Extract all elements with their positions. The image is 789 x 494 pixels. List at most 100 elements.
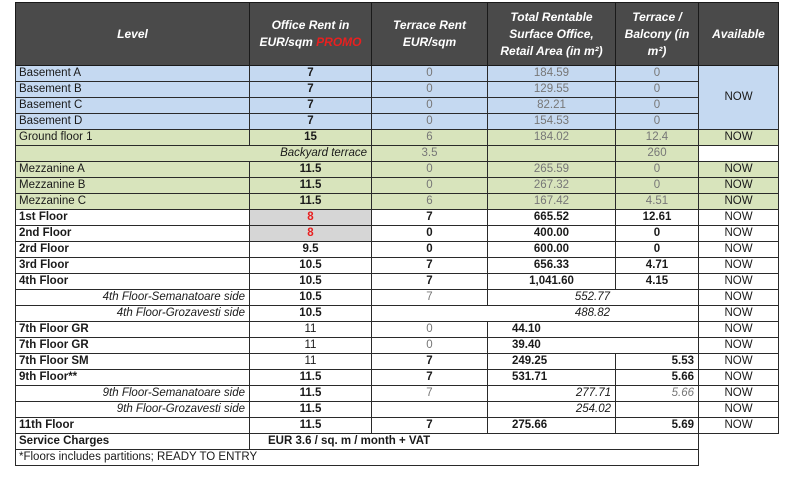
level-cell: Mezzanine A bbox=[15, 161, 250, 178]
terrace-rent-cell: 7 bbox=[371, 369, 488, 386]
terrace-rent-cell: 0 bbox=[371, 321, 488, 338]
office-rent-cell: 15 bbox=[249, 129, 372, 146]
balcony-cell: 4.51 bbox=[615, 193, 699, 210]
office-rent-cell: 11.5 bbox=[249, 193, 372, 210]
table-row: Backyard terrace 3.5 260 bbox=[15, 145, 779, 162]
level-cell: 7th Floor GR bbox=[15, 321, 250, 338]
surface-cell: 277.71 bbox=[487, 385, 616, 402]
surface-cell: 531.71 bbox=[487, 369, 616, 386]
table-row: Basement C 7 0 82.21 0 bbox=[15, 97, 779, 114]
balcony-cell: 0 bbox=[615, 81, 699, 98]
header-terrace-rent: Terrace Rent EUR/sqm bbox=[371, 2, 488, 66]
availability-cell: NOW bbox=[698, 337, 779, 354]
surface-cell: 154.53 bbox=[487, 113, 616, 130]
office-rent-cell: 11.5 bbox=[249, 161, 372, 178]
level-cell: 3rd Floor bbox=[15, 257, 250, 274]
service-charges-label: Service Charges bbox=[15, 433, 250, 450]
balcony-cell: 5.53 bbox=[615, 353, 699, 370]
availability-cell: NOW bbox=[698, 161, 779, 178]
level-cell: Basement A bbox=[15, 65, 250, 82]
availability-cell: NOW bbox=[698, 193, 779, 210]
table-row: Ground floor 1 15 6 184.02 12.4 NOW bbox=[15, 129, 779, 146]
office-rent-cell: 11 bbox=[249, 337, 372, 354]
office-rent-cell: 8 bbox=[249, 225, 372, 242]
availability-cell: NOW bbox=[698, 225, 779, 242]
office-rent-cell: 7 bbox=[249, 65, 372, 82]
terrace-rent-cell: 0 bbox=[371, 81, 488, 98]
terrace-rent-cell: 0 bbox=[371, 337, 488, 354]
footnote: *Floors includes partitions; READY TO EN… bbox=[15, 449, 699, 466]
availability-cell: NOW bbox=[698, 305, 779, 322]
surface-cell: 39.40 bbox=[487, 337, 699, 354]
level-cell: 11th Floor bbox=[15, 417, 250, 434]
office-rent-cell: 9.5 bbox=[249, 241, 372, 258]
terrace-rent-cell: 0 bbox=[371, 97, 488, 114]
balcony-cell: 12.61 bbox=[615, 209, 699, 226]
level-cell: Mezzanine C bbox=[15, 193, 250, 210]
terrace-rent-cell: 7 bbox=[371, 209, 488, 226]
level-cell: Backyard terrace bbox=[15, 145, 372, 162]
terrace-rent-cell: 7 bbox=[371, 417, 488, 434]
balcony-cell: 0 bbox=[615, 161, 699, 178]
surface-cell: 265.59 bbox=[487, 161, 616, 178]
table-row: 4th Floor-Grozavesti side 10.5 488.82 NO… bbox=[15, 305, 779, 322]
level-cell: 9th Floor-Semanatoare side bbox=[15, 385, 250, 402]
table-row: 7th Floor GR 11 0 39.40 NOW bbox=[15, 337, 779, 354]
table-row: 4th Floor 10.5 7 1,041.60 4.15 NOW bbox=[15, 273, 779, 290]
office-rent-cell: 11.5 bbox=[249, 369, 372, 386]
level-cell: 9th Floor** bbox=[15, 369, 250, 386]
level-cell: 4th Floor-Semanatoare side bbox=[15, 289, 250, 306]
balcony-cell bbox=[615, 401, 699, 418]
terrace-rent-cell: 7 bbox=[371, 273, 488, 290]
office-rent-cell: 8 bbox=[249, 209, 372, 226]
surface-cell: 184.59 bbox=[487, 65, 616, 82]
availability-cell: NOW bbox=[698, 321, 779, 338]
surface-cell: 275.66 bbox=[487, 417, 616, 434]
table-row: Mezzanine C 11.5 6 167.42 4.51 NOW bbox=[15, 193, 779, 210]
availability-cell: NOW bbox=[698, 273, 779, 290]
level-cell: Basement D bbox=[15, 113, 250, 130]
level-cell: 2nd Floor bbox=[15, 225, 250, 242]
level-cell: Basement C bbox=[15, 97, 250, 114]
surface-cell: 665.52 bbox=[487, 209, 616, 226]
balcony-cell: 4.71 bbox=[615, 257, 699, 274]
empty-cell bbox=[698, 449, 779, 466]
promo-label: PROMO bbox=[316, 35, 362, 49]
table-row: 2rd Floor 9.5 0 600.00 0 NOW bbox=[15, 241, 779, 258]
surface-cell: 267.32 bbox=[487, 177, 616, 194]
office-rent-cell: 10.5 bbox=[249, 289, 372, 306]
availability-cell: NOW bbox=[698, 417, 779, 434]
surface-cell: 82.21 bbox=[487, 97, 616, 114]
balcony-cell: 260 bbox=[615, 145, 699, 162]
level-cell: 7th Floor GR bbox=[15, 337, 250, 354]
office-rent-cell: 10.5 bbox=[249, 257, 372, 274]
terrace-rent-cell: 7 bbox=[371, 385, 488, 402]
balcony-cell: 5.66 bbox=[615, 385, 699, 402]
terrace-rent-cell: 0 bbox=[371, 241, 488, 258]
office-rent-cell: 10.5 bbox=[249, 305, 372, 322]
availability-cell: NOW bbox=[698, 209, 779, 226]
surface-cell: 656.33 bbox=[487, 257, 616, 274]
footnote-row: *Floors includes partitions; READY TO EN… bbox=[15, 449, 779, 466]
table-row: Basement D 7 0 154.53 0 bbox=[15, 113, 779, 130]
table-row: 11th Floor 11.5 7 275.66 5.69 NOW bbox=[15, 417, 779, 434]
header-office-rent: Office Rent in EUR/sqm PROMO bbox=[249, 2, 372, 66]
surface-cell: 400.00 bbox=[487, 225, 616, 242]
terrace-rent-cell: 0 bbox=[371, 177, 488, 194]
table-row: Mezzanine A 11.5 0 265.59 0 NOW bbox=[15, 161, 779, 178]
surface-cell: 254.02 bbox=[487, 401, 616, 418]
availability-cell: NOW bbox=[698, 241, 779, 258]
surface-cell: 1,041.60 bbox=[487, 273, 616, 290]
availability-cell: NOW bbox=[698, 177, 779, 194]
balcony-cell: 0 bbox=[615, 65, 699, 82]
level-cell: 9th Floor-Grozavesti side bbox=[15, 401, 250, 418]
rent-table: Level Office Rent in EUR/sqm PROMO Terra… bbox=[15, 2, 779, 466]
office-rent-cell: 11 bbox=[249, 353, 372, 370]
surface-cell: 167.42 bbox=[487, 193, 616, 210]
availability-cell: NOW bbox=[698, 401, 779, 418]
availability-cell: NOW bbox=[698, 353, 779, 370]
balcony-cell: 0 bbox=[615, 177, 699, 194]
surface-cell bbox=[487, 145, 616, 162]
availability-cell: NOW bbox=[698, 289, 779, 306]
balcony-cell: 12.4 bbox=[615, 129, 699, 146]
